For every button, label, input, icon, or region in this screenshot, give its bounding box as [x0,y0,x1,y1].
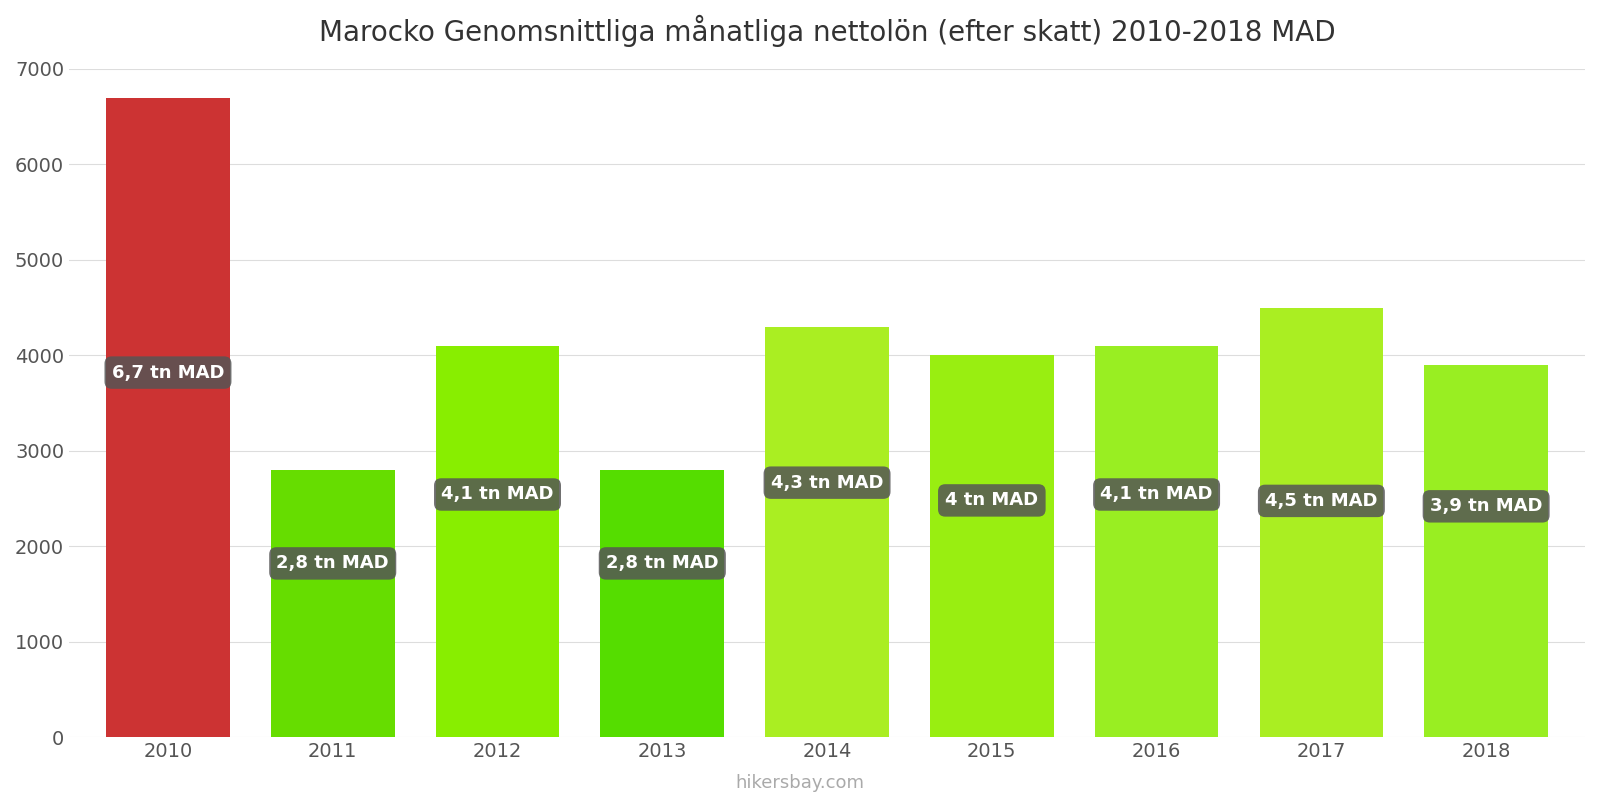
Text: hikersbay.com: hikersbay.com [736,774,864,792]
Text: 4,5 tn MAD: 4,5 tn MAD [1266,492,1378,510]
Text: 4 tn MAD: 4 tn MAD [946,491,1038,510]
Bar [1094,346,1218,737]
Bar [930,355,1054,737]
Text: 4,1 tn MAD: 4,1 tn MAD [1101,486,1213,503]
Text: 4,3 tn MAD: 4,3 tn MAD [771,474,883,492]
Text: 6,7 tn MAD: 6,7 tn MAD [112,363,224,382]
Title: Marocko Genomsnittliga månatliga nettolön (efter skatt) 2010-2018 MAD: Marocko Genomsnittliga månatliga nettolö… [318,15,1336,47]
Bar [270,470,395,737]
Bar [600,470,725,737]
Bar [1424,365,1547,737]
Text: 2,8 tn MAD: 2,8 tn MAD [277,554,389,573]
Bar [765,326,890,737]
Text: 2,8 tn MAD: 2,8 tn MAD [606,554,718,573]
Bar [435,346,560,737]
Text: 4,1 tn MAD: 4,1 tn MAD [442,486,554,503]
Bar [106,98,230,737]
Text: 3,9 tn MAD: 3,9 tn MAD [1430,498,1542,515]
Bar [1259,307,1382,737]
